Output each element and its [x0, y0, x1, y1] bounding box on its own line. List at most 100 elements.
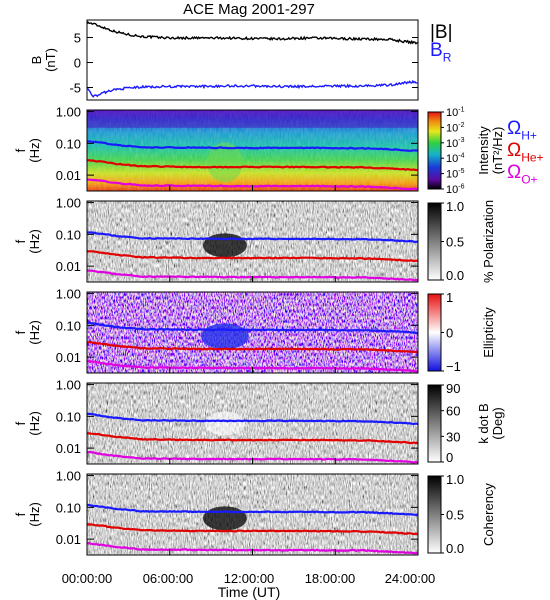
- colorbar-tick-label: 10-5: [446, 168, 465, 181]
- y-tick-label: 0.01: [56, 259, 81, 274]
- colorbar-tick-label: 0.5: [446, 508, 464, 523]
- wave-event: [202, 233, 247, 258]
- x-tick-label: 24:00:00: [385, 571, 436, 586]
- chart-title: ACE Mag 2001-297: [183, 1, 315, 18]
- y-tick-label: 0.10: [56, 136, 81, 151]
- gyrofreq-line-he: [86, 523, 419, 536]
- x-tick-label: 06:00:00: [143, 571, 194, 586]
- legend-omega-1: ΩHe+: [507, 140, 544, 165]
- y-axis-label: f: [13, 330, 28, 334]
- x-tick-label: 12:00:00: [224, 571, 275, 586]
- colorbar-unit: (nT²/Hz): [490, 127, 505, 175]
- x-tick-label: 18:00:00: [305, 571, 356, 586]
- panel-coherency: 1.00 0.10 0.01 f (Hz) Coherency: [13, 469, 496, 556]
- colorbar-label: Coherency: [481, 483, 496, 546]
- y-axis-unit: (Hz): [27, 229, 42, 254]
- spectrogram-texture: [87, 474, 418, 555]
- colorbar-tick-label: 60: [446, 404, 460, 419]
- colorbar-tick-label: 1.0: [446, 199, 464, 214]
- spectrogram-texture: [87, 292, 418, 373]
- y-tick-label: 0.10: [56, 500, 81, 515]
- wave-event: [206, 142, 243, 183]
- colorbar-tick-label: 10-3: [446, 137, 465, 150]
- colorbar-label: % Polarization: [481, 200, 496, 283]
- panel-ellipticity: 1.00 0.10 0.01 f (Hz) Ellipticity: [13, 287, 496, 374]
- y-axis-label: B: [29, 56, 44, 65]
- series-line-b: [86, 20, 419, 45]
- y-tick-label: 0.01: [56, 168, 81, 183]
- x-tick-label: 00:00:00: [62, 571, 113, 586]
- colorbar: [427, 475, 442, 554]
- panel-polarization: 1.00 0.10 0.01 f (Hz) % Polarization: [13, 196, 496, 283]
- colorbar-unit: (Deg): [490, 407, 505, 440]
- colorbar-tick-label: 0: [446, 326, 453, 341]
- colorbar-tick-label: 1: [446, 290, 453, 305]
- y-axis-label: f: [13, 239, 28, 243]
- y-axis-label: f: [13, 421, 28, 425]
- series-line-br: [86, 79, 418, 98]
- y-axis-unit: (Hz): [27, 320, 42, 345]
- panel-intensity: 1.00 0.10 0.01 f (Hz) Intensity (nT²/Hz): [13, 105, 505, 192]
- colorbar-label: k dot B: [476, 403, 491, 443]
- colorbar-tick-label: 10-2: [446, 122, 465, 135]
- colorbar-label: Ellipticity: [481, 307, 496, 358]
- y-tick-label: 0.10: [56, 227, 81, 242]
- gyrofreq-line-he: [86, 250, 419, 263]
- y-tick-label: -5: [69, 81, 81, 96]
- y-tick-label: 1.00: [56, 469, 81, 484]
- y-axis-unit: (Hz): [27, 502, 42, 527]
- colorbar-tick-label: 10-6: [446, 183, 465, 196]
- panel-kdotb: 1.00 0.10 0.01 f (Hz) k dot B (Deg): [13, 378, 505, 465]
- y-tick-label: 1.00: [56, 105, 81, 120]
- y-tick-label: 0.01: [56, 350, 81, 365]
- colorbar-tick-label: 10-4: [446, 153, 465, 166]
- y-tick-label: 0.01: [56, 532, 81, 547]
- y-tick-label: 0.10: [56, 318, 81, 333]
- colorbar: [427, 202, 442, 281]
- gyrofreq-line-h: [86, 140, 418, 152]
- colorbar-tick-label: 10-1: [446, 106, 465, 119]
- y-axis-label: f: [13, 148, 28, 152]
- legend-b: |B|: [430, 22, 453, 43]
- gyrofreq-line-h: [86, 412, 419, 426]
- spectrogram-texture: [87, 201, 418, 282]
- colorbar-tick-label: 0: [446, 450, 453, 465]
- wave-event: [204, 411, 245, 436]
- x-axis-ticks: 00:00:00 06:00:00 12:00:00 18:00:00 24:0…: [62, 571, 436, 586]
- gyrofreq-line-he: [87, 432, 419, 445]
- colorbar-tick-label: 1.0: [446, 472, 464, 487]
- wave-event: [200, 323, 249, 350]
- y-tick-label: 5: [74, 31, 81, 46]
- gyrofreq-line-h: [86, 231, 419, 243]
- y-tick-label: 1.00: [56, 378, 81, 393]
- colorbar-tick-label: 30: [446, 429, 460, 444]
- legend-omega-2: ΩO+: [507, 162, 538, 187]
- legend-omega-0: ΩH+: [507, 118, 537, 143]
- gyrofreq-line-h: [86, 321, 419, 335]
- colorbar-label: Intensity: [476, 126, 491, 175]
- y-axis-unit: (Hz): [27, 138, 42, 163]
- y-axis-label: f: [13, 512, 28, 516]
- legend-br: BR: [430, 40, 452, 65]
- wave-event: [202, 506, 247, 531]
- spectrogram-texture: [87, 383, 418, 464]
- y-axis-unit: (Hz): [27, 411, 42, 436]
- y-tick-label: 0: [74, 56, 81, 71]
- x-axis-label: Time (UT): [218, 584, 280, 600]
- colorbar-tick-label: 0.0: [446, 268, 464, 283]
- panel-b-frame: [86, 19, 419, 101]
- gyrofreq-line-he: [86, 159, 419, 172]
- colorbar: [427, 293, 442, 372]
- y-tick-label: 1.00: [56, 196, 81, 211]
- gyrofreq-line-h: [86, 503, 419, 517]
- y-tick-label: 0.10: [56, 409, 81, 424]
- spectrogram-highfreq: [87, 110, 418, 128]
- colorbar-tick-label: 90: [446, 381, 460, 396]
- y-axis-unit: (nT): [43, 48, 58, 72]
- y-tick-label: 1.00: [56, 287, 81, 302]
- gyrofreq-line-he: [86, 340, 419, 354]
- y-tick-label: 0.01: [56, 441, 81, 456]
- colorbar-tick-label: 0.0: [446, 541, 464, 556]
- colorbar-tick-label: −1: [446, 359, 461, 374]
